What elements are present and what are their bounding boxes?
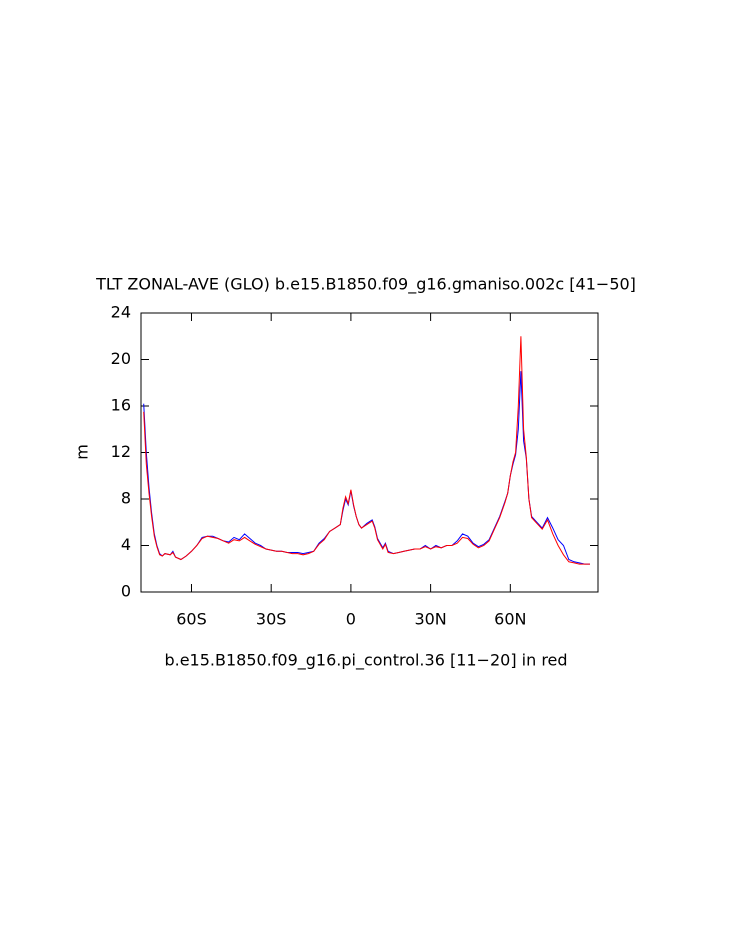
series-line: [143, 336, 590, 565]
y-tick-label: 24: [111, 303, 131, 322]
y-tick-label: 0: [121, 582, 131, 601]
y-tick-label: 4: [121, 535, 131, 554]
y-tick-label: 20: [111, 349, 131, 368]
chart-title: TLT ZONAL-AVE (GLO) b.e15.B1850.f09_g16.…: [95, 275, 636, 295]
y-tick-label: 16: [111, 396, 131, 415]
x-tick-label: 60N: [494, 610, 526, 629]
plot-frame: [140, 312, 599, 593]
chart-subtitle: b.e15.B1850.f09_g16.pi_control.36 [11−20…: [164, 651, 567, 671]
x-tick-label: 30S: [256, 610, 287, 629]
x-tick-label: 0: [346, 610, 356, 629]
y-tick-label: 8: [121, 489, 131, 508]
y-tick-label: 12: [111, 442, 131, 461]
x-tick-label: 30N: [414, 610, 446, 629]
x-tick-label: 60S: [176, 610, 207, 629]
y-axis-label: m: [73, 444, 92, 460]
